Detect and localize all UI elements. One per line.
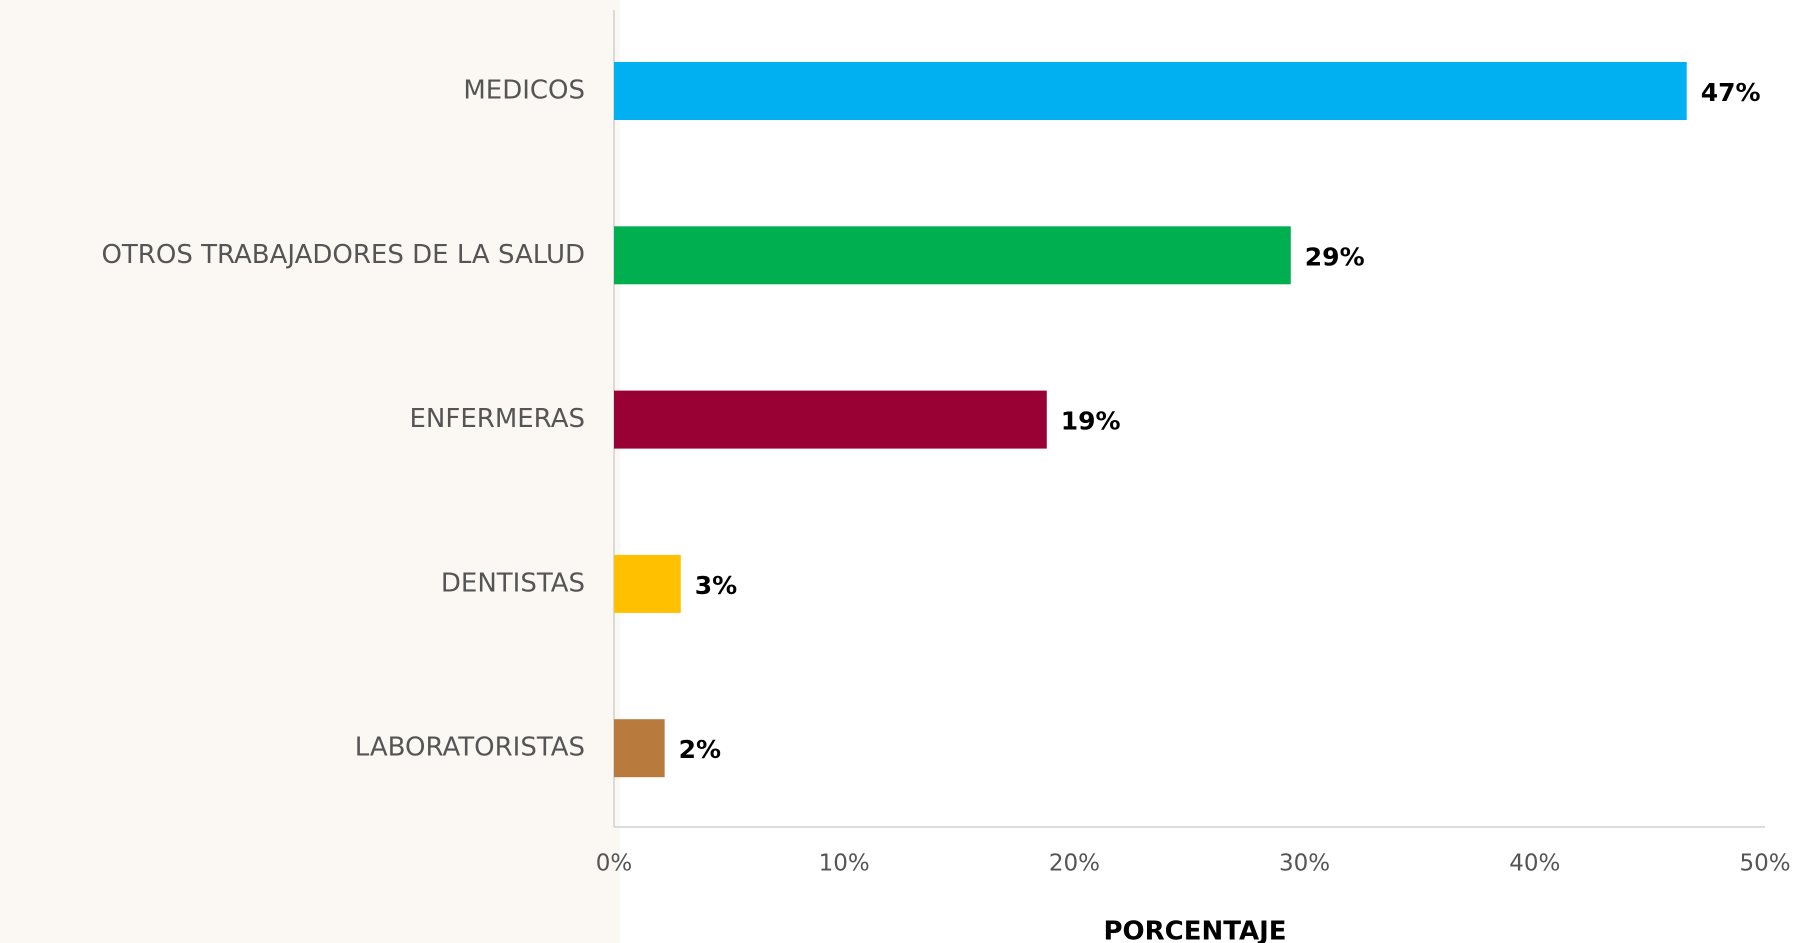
bar xyxy=(614,226,1291,285)
value-label: 2% xyxy=(679,735,721,764)
bar xyxy=(614,554,681,613)
bar xyxy=(614,390,1047,449)
x-tick-label: 20% xyxy=(1049,851,1100,877)
value-label: 3% xyxy=(695,571,737,600)
value-label: 19% xyxy=(1061,407,1121,436)
x-tick-label: 50% xyxy=(1739,851,1790,877)
category-label: ENFERMERAS xyxy=(410,404,586,434)
category-label: MEDICOS xyxy=(463,76,585,106)
bar xyxy=(614,719,665,778)
x-tick-label: 0% xyxy=(596,851,633,877)
x-axis-label: PORCENTAJE xyxy=(1103,917,1286,943)
x-tick-label: 30% xyxy=(1279,851,1330,877)
value-label: 47% xyxy=(1701,78,1761,107)
category-label: LABORATORISTAS xyxy=(355,733,585,763)
x-tick-label: 10% xyxy=(819,851,870,877)
category-label: OTROS TRABAJADORES DE LA SALUD xyxy=(101,240,585,270)
value-label: 29% xyxy=(1305,242,1365,271)
background-pattern xyxy=(0,0,620,943)
category-label: DENTISTAS xyxy=(441,568,585,598)
x-tick-label: 40% xyxy=(1509,851,1560,877)
bar xyxy=(614,62,1687,120)
